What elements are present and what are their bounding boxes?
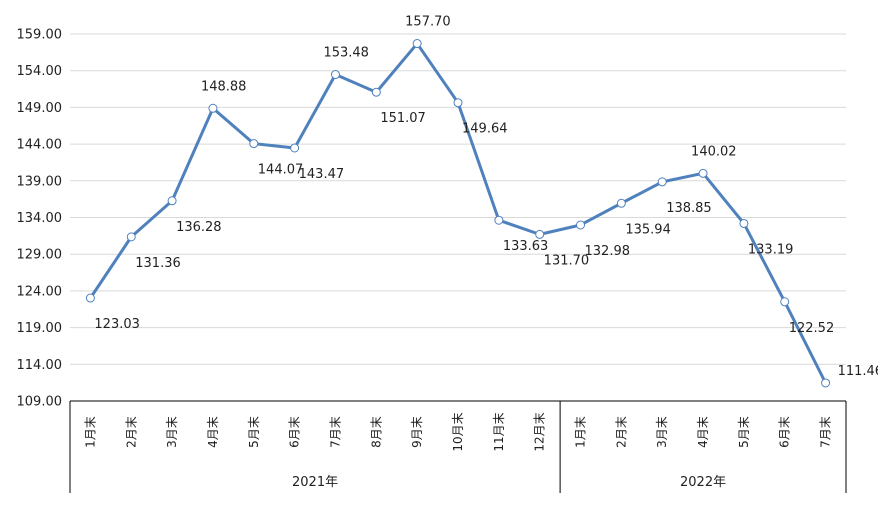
gridlines xyxy=(70,33,846,365)
data-label: 132.98 xyxy=(585,244,631,259)
data-label: 136.28 xyxy=(176,220,222,235)
x-category-label: 10月末 xyxy=(451,412,465,451)
data-label: 140.02 xyxy=(691,144,737,159)
y-tick-label: 129.00 xyxy=(17,248,63,263)
series-line xyxy=(89,42,827,384)
data-point xyxy=(657,177,667,187)
data-point xyxy=(821,378,831,388)
data-point xyxy=(739,218,749,228)
x-category-label: 9月末 xyxy=(410,416,424,448)
data-label: 123.03 xyxy=(94,317,140,332)
x-category-label: 11月末 xyxy=(492,412,506,451)
x-category-label: 6月末 xyxy=(778,416,792,448)
data-point xyxy=(698,168,708,178)
x-category-label: 7月末 xyxy=(328,416,342,448)
data-point xyxy=(208,103,218,113)
x-category-label: 6月末 xyxy=(288,416,302,448)
y-tick-label: 109.00 xyxy=(17,395,63,410)
data-label: 143.47 xyxy=(299,167,345,182)
data-label: 144.07 xyxy=(258,163,304,178)
x-category-label: 5月末 xyxy=(737,416,751,448)
data-point xyxy=(249,139,259,149)
data-label: 138.85 xyxy=(666,201,712,216)
data-point xyxy=(330,70,340,80)
y-tick-label: 114.00 xyxy=(17,358,63,373)
data-point xyxy=(290,143,300,153)
data-points xyxy=(85,39,831,388)
y-axis-ticks: 109.00 114.00 119.00 124.00 129.00 134.00 139.… xyxy=(17,28,63,410)
data-label: 133.19 xyxy=(748,242,794,257)
year-group-label: 2021年 xyxy=(292,475,338,490)
data-point xyxy=(412,39,422,49)
data-label: 153.48 xyxy=(323,46,369,61)
x-category-label: 1月末 xyxy=(83,416,97,448)
y-tick-label: 159.00 xyxy=(17,28,63,43)
x-category-label: 12月末 xyxy=(533,412,547,451)
y-tick-label: 149.00 xyxy=(17,101,63,116)
y-tick-label: 134.00 xyxy=(17,211,63,226)
x-axis-categories: 1月末 2月末 3月末 4月末 5月末 6月末 7月末 8月末 9月末 10月末 11月末 12月末 1… xyxy=(83,412,832,451)
data-point xyxy=(494,215,504,225)
data-label: 151.07 xyxy=(380,111,426,126)
data-label: 149.64 xyxy=(462,122,508,137)
y-tick-label: 144.00 xyxy=(17,138,63,153)
data-label: 148.88 xyxy=(201,79,247,94)
data-label: 122.52 xyxy=(789,321,835,336)
data-point xyxy=(85,293,95,303)
x-category-label: 4月末 xyxy=(696,416,710,448)
x-category-label: 2月末 xyxy=(124,416,138,448)
x-category-label: 5月末 xyxy=(247,416,261,448)
x-category-label: 8月末 xyxy=(369,416,383,448)
data-point xyxy=(780,297,790,307)
y-tick-label: 119.00 xyxy=(17,321,63,336)
data-label: 131.70 xyxy=(544,253,590,268)
data-point xyxy=(126,232,136,242)
data-point xyxy=(167,196,177,206)
y-tick-label: 139.00 xyxy=(17,174,63,189)
data-point xyxy=(616,198,626,208)
data-label: 131.36 xyxy=(135,256,181,271)
data-point xyxy=(535,229,545,239)
data-label: 157.70 xyxy=(405,15,451,30)
data-label: 135.94 xyxy=(625,222,671,237)
x-category-label: 2月末 xyxy=(614,416,628,448)
x-category-label: 4月末 xyxy=(206,416,220,448)
x-category-label: 1月末 xyxy=(574,416,588,448)
x-axis xyxy=(69,400,847,493)
series-polyline xyxy=(89,42,827,384)
x-axis-year-groups: 2021年 2022年 xyxy=(292,475,726,490)
data-label: 111.46 xyxy=(838,364,878,379)
x-category-label: 3月末 xyxy=(165,416,179,448)
data-label: 133.63 xyxy=(503,239,549,254)
x-category-label: 3月末 xyxy=(655,416,669,448)
data-point xyxy=(576,220,586,230)
y-tick-label: 154.00 xyxy=(17,64,63,79)
year-group-label: 2022年 xyxy=(680,475,726,490)
data-point xyxy=(371,87,381,97)
data-point xyxy=(453,98,463,108)
x-category-label: 7月末 xyxy=(819,416,833,448)
y-tick-label: 124.00 xyxy=(17,284,63,299)
